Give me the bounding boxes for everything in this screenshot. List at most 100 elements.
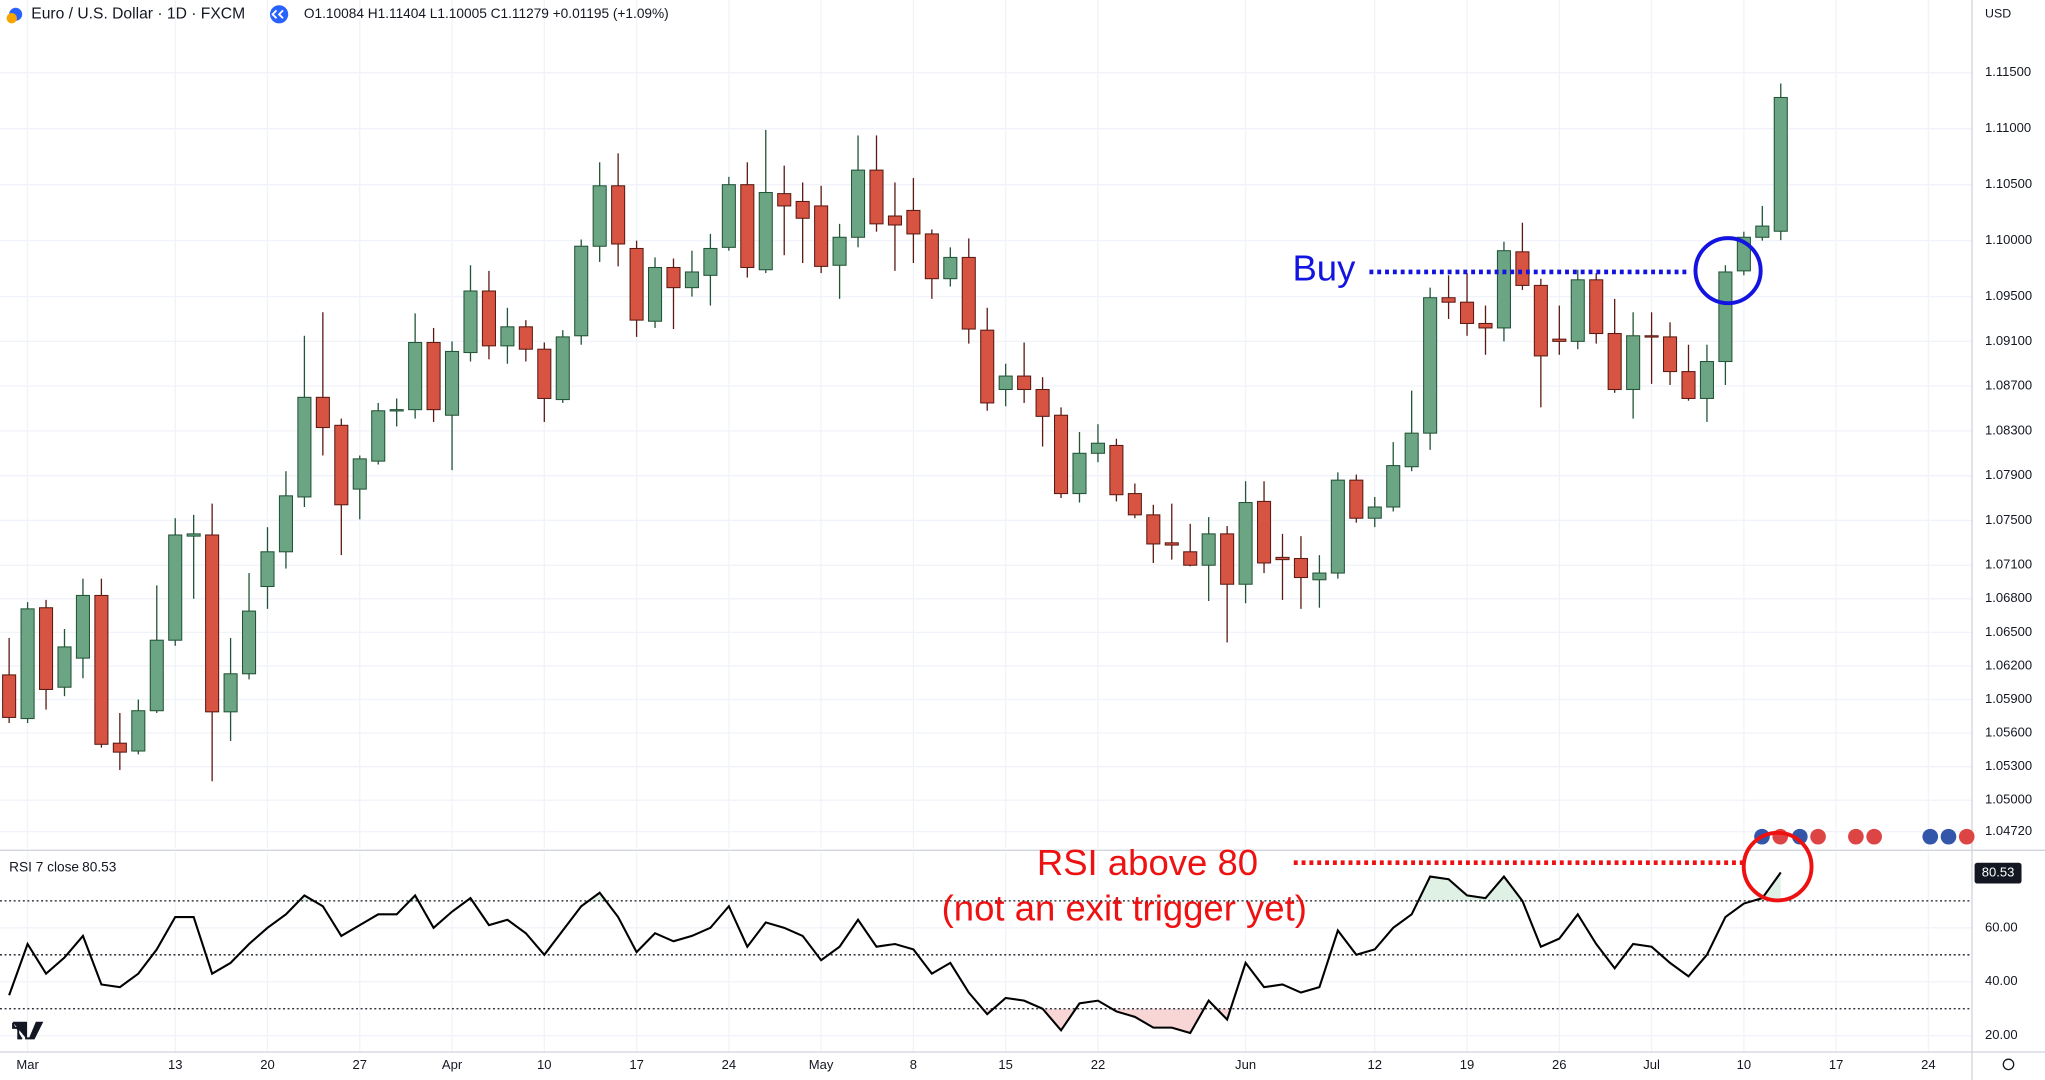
y-tick-label: 1.07500 xyxy=(1985,512,2032,527)
x-tick-label: Apr xyxy=(442,1057,463,1072)
candle-body xyxy=(1533,284,1548,357)
y-tick-label: 1.11000 xyxy=(1985,120,2031,135)
candle-body xyxy=(1607,333,1622,391)
candle-body xyxy=(168,534,183,641)
candle-body xyxy=(1238,502,1253,585)
x-tick-label: 12 xyxy=(1368,1057,1383,1072)
y-tick-label: 1.05300 xyxy=(1985,758,2032,773)
x-tick-label: May xyxy=(809,1057,834,1072)
candle-body xyxy=(241,610,257,675)
rsi-line xyxy=(8,871,1782,1035)
candle-body xyxy=(1053,414,1069,495)
candle-body xyxy=(186,533,201,537)
candle-body xyxy=(592,185,607,247)
y-tick-label: 1.05900 xyxy=(1985,691,2032,706)
y-tick-label: 1.06500 xyxy=(1985,624,2032,639)
x-tick-label: 19 xyxy=(1460,1057,1475,1072)
candle-body xyxy=(887,215,902,226)
event-flag xyxy=(1940,828,1957,845)
y-tick-label: 20.00 xyxy=(1985,1027,2018,1042)
candle-body xyxy=(906,209,921,235)
candle-body xyxy=(1478,322,1493,329)
candle-body xyxy=(463,290,478,354)
candle-body xyxy=(1755,225,1770,238)
candle-body xyxy=(1164,542,1179,546)
axes: 1.11500 1.11000 1.10500 1.10000 1.09500 1.091… xyxy=(16,64,2032,1072)
candle-body xyxy=(352,458,367,490)
candle-body xyxy=(684,271,699,289)
y-tick-label: 1.10500 xyxy=(1985,176,2032,191)
candle-body xyxy=(131,710,146,752)
y-tick-label: 1.06800 xyxy=(1985,590,2032,605)
candle-body xyxy=(721,184,736,248)
x-tick-label: 26 xyxy=(1552,1057,1567,1072)
candle-body xyxy=(1275,556,1290,561)
candle-body xyxy=(334,424,349,506)
candle-body xyxy=(1386,465,1401,508)
candle-body xyxy=(518,326,533,350)
candle-body xyxy=(961,256,976,330)
x-tick-label: Jun xyxy=(1235,1057,1256,1072)
candle-body xyxy=(1589,279,1604,335)
symbol-icon xyxy=(6,13,17,24)
candle-body xyxy=(1256,500,1272,564)
candle-body xyxy=(2,674,17,718)
x-tick-label: 15 xyxy=(998,1057,1013,1072)
settings-icon[interactable] xyxy=(2002,1058,2015,1071)
y-tick-label: 1.08700 xyxy=(1985,378,2032,393)
candle-body xyxy=(1109,444,1124,496)
candle-body xyxy=(1367,506,1382,519)
candle-body xyxy=(260,551,275,588)
candle-body xyxy=(278,495,293,553)
candle-body xyxy=(315,396,330,429)
x-tick-label: 17 xyxy=(629,1057,644,1072)
candle-body xyxy=(1127,493,1142,516)
annotation-buy: Buy xyxy=(1292,247,1356,288)
candle-body xyxy=(1644,335,1659,338)
candle-body xyxy=(1699,360,1714,399)
x-tick-label: 24 xyxy=(722,1057,737,1072)
candle-body xyxy=(1570,279,1585,342)
candle-body xyxy=(389,409,404,412)
annotations: Buy RSI above 80 (not an exit trigger ye… xyxy=(942,236,1814,928)
candle-body xyxy=(1404,432,1419,468)
rsi-value-tag xyxy=(1974,862,2022,884)
candle-body xyxy=(426,341,441,411)
candle-body xyxy=(1201,533,1216,566)
ohlc-legend: O1.10084 H1.11404 L1.10005 C1.11279 +0.0… xyxy=(304,6,669,21)
symbol-title: Euro / U.S. Dollar · 1D · FXCM xyxy=(31,5,245,22)
x-tick-label: 24 xyxy=(1921,1057,1936,1072)
candle-body xyxy=(850,169,866,238)
candle-body xyxy=(1441,297,1456,303)
candle-body xyxy=(1017,375,1032,391)
y-tick-label: 1.09500 xyxy=(1985,288,2032,303)
candle-body xyxy=(758,191,773,271)
x-tick-label: 17 xyxy=(1829,1057,1844,1072)
candle-body xyxy=(297,396,312,498)
candle-body xyxy=(1681,371,1696,399)
currency: USD xyxy=(1985,7,2011,21)
y-tick-label: 1.05600 xyxy=(1985,725,2032,740)
collapse-icon xyxy=(271,9,284,19)
candle-body xyxy=(481,290,496,347)
candle-body xyxy=(1773,96,1788,232)
candle-body xyxy=(20,608,35,720)
candle-body xyxy=(1496,250,1511,329)
event-flag xyxy=(1810,828,1826,845)
candle-body xyxy=(1220,533,1235,585)
candle-body xyxy=(205,534,220,713)
x-tick-label: 10 xyxy=(537,1057,552,1072)
candle-body xyxy=(574,245,589,337)
candle-body xyxy=(1293,557,1308,579)
candle-body xyxy=(795,200,810,219)
candle-body xyxy=(57,646,72,688)
candle-body xyxy=(1423,297,1438,434)
candle-body xyxy=(1072,452,1087,495)
y-tick-label: 1.07100 xyxy=(1985,557,2032,572)
y-tick-label: 1.07900 xyxy=(1985,467,2032,482)
candle-body xyxy=(223,673,238,713)
y-tick-label: 1.10000 xyxy=(1985,232,2032,247)
candle-body xyxy=(38,607,54,690)
rsi-value: 80.53 xyxy=(82,860,116,875)
